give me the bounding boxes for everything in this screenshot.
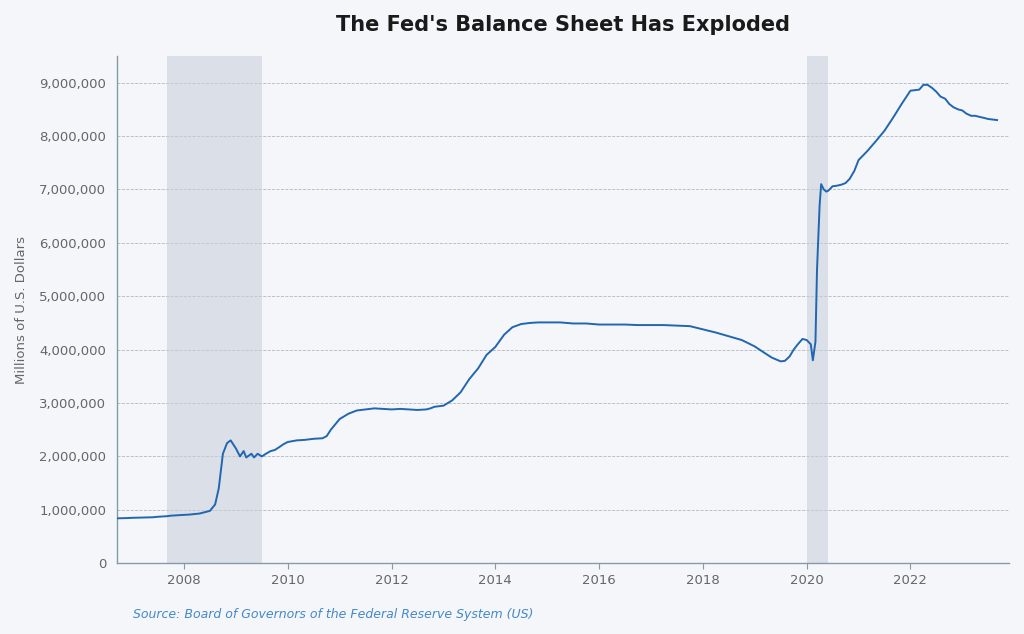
Y-axis label: Millions of U.S. Dollars: Millions of U.S. Dollars — [15, 236, 28, 384]
Title: The Fed's Balance Sheet Has Exploded: The Fed's Balance Sheet Has Exploded — [336, 15, 790, 35]
Bar — [167, 56, 262, 563]
Bar — [807, 56, 828, 563]
Text: Source: Board of Governors of the Federal Reserve System (US): Source: Board of Governors of the Federa… — [133, 608, 534, 621]
